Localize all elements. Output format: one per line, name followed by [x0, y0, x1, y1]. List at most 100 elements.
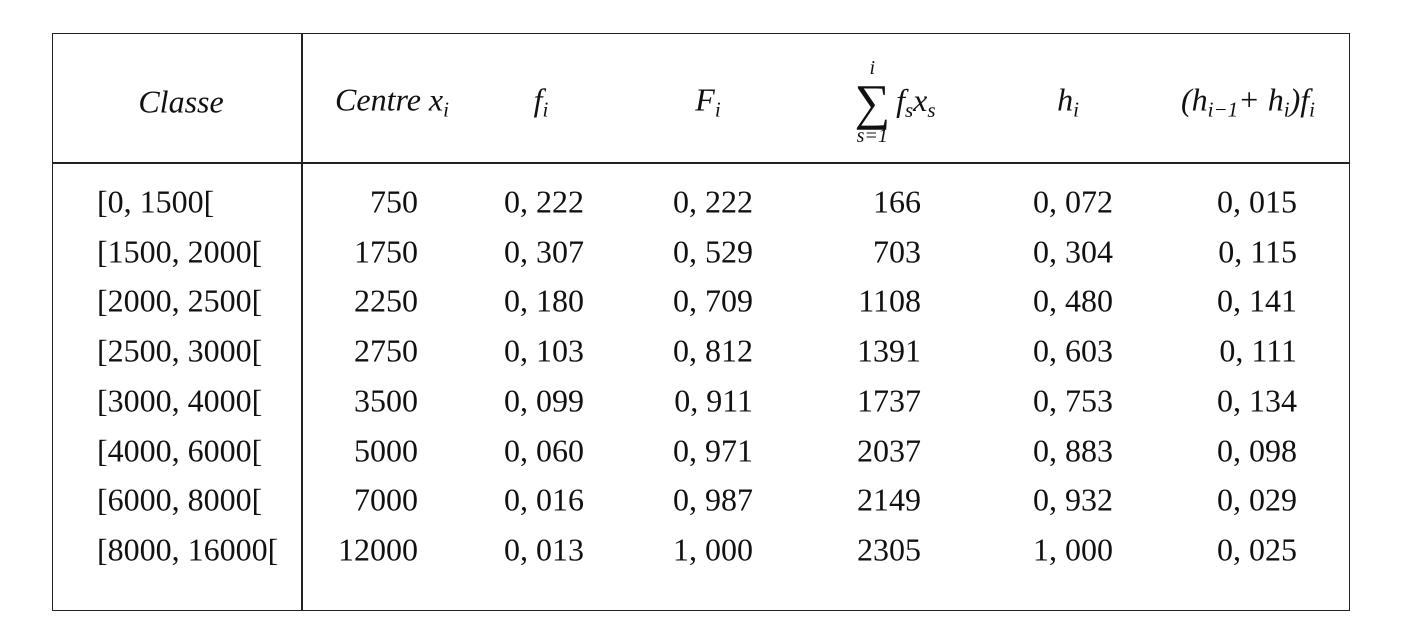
- value-cell: 3500: [354, 382, 418, 419]
- header-cell: Centre xi: [335, 82, 449, 123]
- value-cell: 0, 015: [1217, 183, 1297, 220]
- class-cell: [1500, 2000[: [97, 233, 263, 270]
- value-cell: 1, 000: [673, 531, 753, 568]
- value-cell: 0, 060: [504, 432, 584, 468]
- value-cell: 0, 812: [673, 332, 753, 369]
- header-cell: fi: [534, 82, 549, 123]
- header-text: f: [533, 81, 543, 118]
- sum-symbol: i ∑ s=1: [854, 57, 890, 147]
- header-term: fs: [896, 82, 913, 123]
- value-cell: 0, 603: [1033, 332, 1113, 369]
- class-cell: [6000, 8000[: [97, 481, 263, 518]
- header-subscript: i: [1309, 97, 1315, 122]
- value-cell: 7000: [354, 481, 418, 518]
- class-cell: [3000, 4000[: [97, 382, 263, 419]
- value-cell: 0, 180: [504, 282, 584, 319]
- header-term: + hi: [1238, 82, 1289, 123]
- value-cell: 0, 111: [1219, 332, 1297, 369]
- value-cell: 0, 025: [1217, 531, 1297, 568]
- sum-operator: ∑: [854, 74, 891, 130]
- value-cell: 0, 480: [1033, 282, 1113, 319]
- header-text: x: [913, 81, 928, 118]
- value-cell: 166: [873, 183, 921, 220]
- value-cell: 0, 971: [673, 432, 753, 468]
- value-cell: 0, 932: [1033, 481, 1113, 518]
- sum-upper: i: [869, 57, 876, 79]
- header-term: fi: [534, 82, 549, 123]
- class-cell: [2500, 3000[: [97, 332, 263, 369]
- value-cell: 0, 987: [673, 481, 753, 518]
- header-cell: Classe: [138, 84, 223, 121]
- value-cell: 0, 103: [504, 332, 584, 369]
- value-cell: 0, 753: [1033, 382, 1113, 419]
- header-text: (h: [1181, 81, 1208, 118]
- value-cell: 1737: [857, 382, 921, 419]
- value-cell: 0, 529: [673, 233, 753, 270]
- value-cell: 0, 304: [1033, 233, 1113, 270]
- header-subscript: s: [927, 97, 936, 122]
- value-cell: 12000: [338, 531, 418, 568]
- value-cell: 0, 029: [1217, 481, 1297, 518]
- sum-lower: s=1: [856, 125, 888, 147]
- header-subscript: i: [443, 97, 449, 122]
- value-cell: 1, 000: [1033, 531, 1113, 568]
- class-cell: [0, 1500[: [97, 183, 215, 220]
- table-border: [52, 33, 1350, 611]
- value-cell: 0, 115: [1218, 233, 1297, 270]
- header-cell: i ∑ s=1 fs xs: [854, 57, 935, 147]
- header-cell: (hi−1 + hi)fi: [1181, 82, 1315, 123]
- value-cell: 0, 016: [504, 481, 584, 518]
- header-term: Centre xi: [335, 82, 449, 123]
- value-cell: 0, 072: [1033, 183, 1113, 220]
- header-text: h: [1057, 81, 1074, 118]
- header-cell: Fi: [695, 82, 720, 123]
- value-cell: 1750: [354, 233, 418, 270]
- header-text: Centre x: [335, 81, 444, 118]
- header-subscript: i: [1073, 97, 1079, 122]
- header-text: f: [896, 81, 905, 118]
- header-term: Classe: [138, 84, 223, 121]
- value-cell: 1391: [857, 332, 921, 369]
- value-cell: 2250: [354, 282, 418, 319]
- value-cell: 0, 141: [1217, 282, 1297, 319]
- class-cell: [4000, 6000[: [97, 432, 263, 468]
- value-cell: 0, 098: [1217, 432, 1297, 468]
- value-cell: 0, 013: [504, 531, 584, 568]
- header-divider: [52, 162, 1350, 164]
- header-subscript: s: [904, 97, 914, 122]
- value-cell: 0, 883: [1033, 432, 1113, 468]
- header-text: F: [695, 81, 715, 118]
- value-cell: 0, 911: [674, 382, 753, 419]
- header-term: xs: [913, 82, 935, 123]
- header-subscript: i: [1283, 97, 1290, 122]
- header-text: )f: [1289, 81, 1310, 118]
- value-cell: 2149: [857, 481, 921, 518]
- class-cell: [8000, 16000[: [97, 531, 279, 568]
- column-divider: [301, 33, 303, 611]
- value-cell: 2305: [857, 531, 921, 568]
- header-subscript: i: [714, 97, 721, 122]
- header-term: (hi−1: [1181, 82, 1238, 123]
- header-term: hi: [1057, 82, 1079, 123]
- value-cell: 1108: [858, 282, 921, 319]
- header-term: Fi: [695, 82, 720, 123]
- value-cell: 5000: [354, 432, 418, 468]
- class-cell: [2000, 2500[: [97, 282, 263, 319]
- header-text: + h: [1238, 81, 1284, 118]
- value-cell: 0, 222: [673, 183, 753, 220]
- value-cell: 0, 307: [504, 233, 584, 270]
- value-cell: 2037: [857, 432, 921, 468]
- header-term: )fi: [1290, 82, 1315, 123]
- header-subscript: i: [542, 97, 549, 122]
- value-cell: 750: [370, 183, 418, 220]
- header-text: Classe: [138, 83, 224, 120]
- value-cell: 703: [873, 233, 921, 270]
- value-cell: 0, 134: [1217, 382, 1297, 419]
- value-cell: 0, 709: [673, 282, 753, 319]
- value-cell: 0, 099: [504, 382, 584, 419]
- value-cell: 2750: [354, 332, 418, 369]
- header-cell: hi: [1057, 82, 1079, 123]
- header-subscript: i−1: [1207, 97, 1239, 122]
- value-cell: 0, 222: [504, 183, 584, 220]
